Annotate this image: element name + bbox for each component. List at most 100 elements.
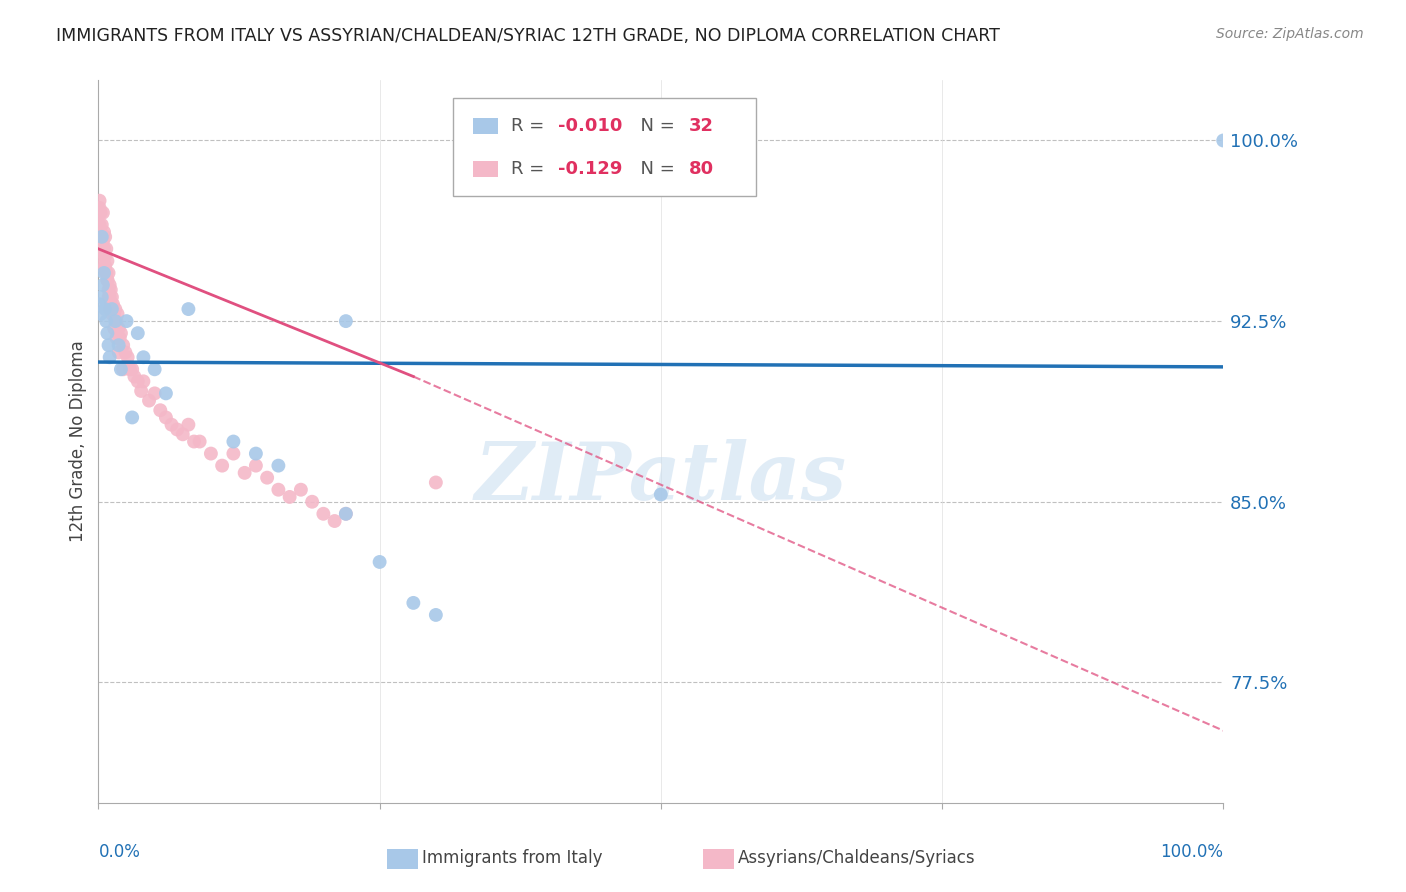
Point [143,362,166,376]
Text: 100.0%: 100.0% [1160,843,1223,861]
Point [132,374,155,388]
Point [90,225,112,239]
Point [650,487,672,501]
Point [94,249,117,263]
Point [335,314,357,328]
Point [233,466,256,480]
FancyBboxPatch shape [472,161,498,177]
Point [121,362,143,376]
Point [89,194,111,208]
Point [160,417,183,432]
Text: 32: 32 [689,117,714,135]
Point [107,307,129,321]
Point [105,331,128,345]
Point [90,259,112,273]
Point [89,297,111,311]
Point [177,301,200,316]
Point [93,225,115,239]
Point [101,307,124,321]
Point [166,423,188,437]
Point [98,278,121,293]
Point [267,483,290,497]
Point [188,434,211,449]
Point [402,596,425,610]
Point [96,266,118,280]
Y-axis label: 12th Grade, No Diploma: 12th Grade, No Diploma [69,341,87,542]
Point [149,403,172,417]
Point [177,417,200,432]
Point [267,458,290,473]
Point [278,490,301,504]
Point [98,301,121,316]
Point [96,242,118,256]
Point [104,314,127,328]
Point [103,321,125,335]
Point [256,470,278,484]
Point [90,218,112,232]
Text: Source: ZipAtlas.com: Source: ZipAtlas.com [1216,27,1364,41]
Point [183,434,205,449]
Point [94,301,117,316]
Point [115,314,138,328]
Point [200,446,222,460]
Point [335,507,357,521]
Point [132,350,155,364]
FancyBboxPatch shape [453,98,756,196]
Text: R =: R = [512,117,550,135]
Point [94,230,117,244]
Point [97,338,120,352]
Point [107,338,129,352]
Point [127,326,149,340]
Point [368,555,391,569]
Point [112,338,135,352]
Point [312,507,335,521]
Point [245,458,267,473]
Point [124,369,146,384]
Point [96,326,118,340]
Point [245,446,267,460]
Text: Immigrants from Italy: Immigrants from Italy [422,849,602,867]
Point [155,386,177,401]
Point [107,345,129,359]
Point [90,230,112,244]
Point [110,362,132,376]
Point [96,314,118,328]
Text: 0.0%: 0.0% [98,843,141,861]
Point [90,205,112,219]
Point [90,290,112,304]
Point [425,607,447,622]
Point [93,249,115,263]
Point [96,253,118,268]
Point [112,362,135,376]
Point [98,350,121,364]
Point [94,259,117,273]
Point [97,266,120,280]
Point [222,446,245,460]
Point [93,266,115,280]
Point [91,205,114,219]
Point [114,345,136,359]
Point [323,514,346,528]
Text: -0.129: -0.129 [558,160,623,178]
Text: ZIPatlas: ZIPatlas [475,439,846,516]
Point [90,307,112,321]
Text: R =: R = [512,160,550,178]
Point [101,290,124,304]
Point [118,362,141,376]
Point [1212,133,1234,147]
Point [107,321,129,335]
Point [121,410,143,425]
Point [103,307,125,321]
Point [104,301,127,316]
Point [90,230,112,244]
Point [91,278,114,293]
Text: IMMIGRANTS FROM ITALY VS ASSYRIAN/CHALDEAN/SYRIAC 12TH GRADE, NO DIPLOMA CORRELA: IMMIGRANTS FROM ITALY VS ASSYRIAN/CHALDE… [56,27,1000,45]
Point [96,273,118,287]
Point [90,242,112,256]
Point [101,297,124,311]
Text: N =: N = [630,117,681,135]
Point [155,410,177,425]
Point [301,494,323,508]
Point [98,290,121,304]
Point [97,290,120,304]
